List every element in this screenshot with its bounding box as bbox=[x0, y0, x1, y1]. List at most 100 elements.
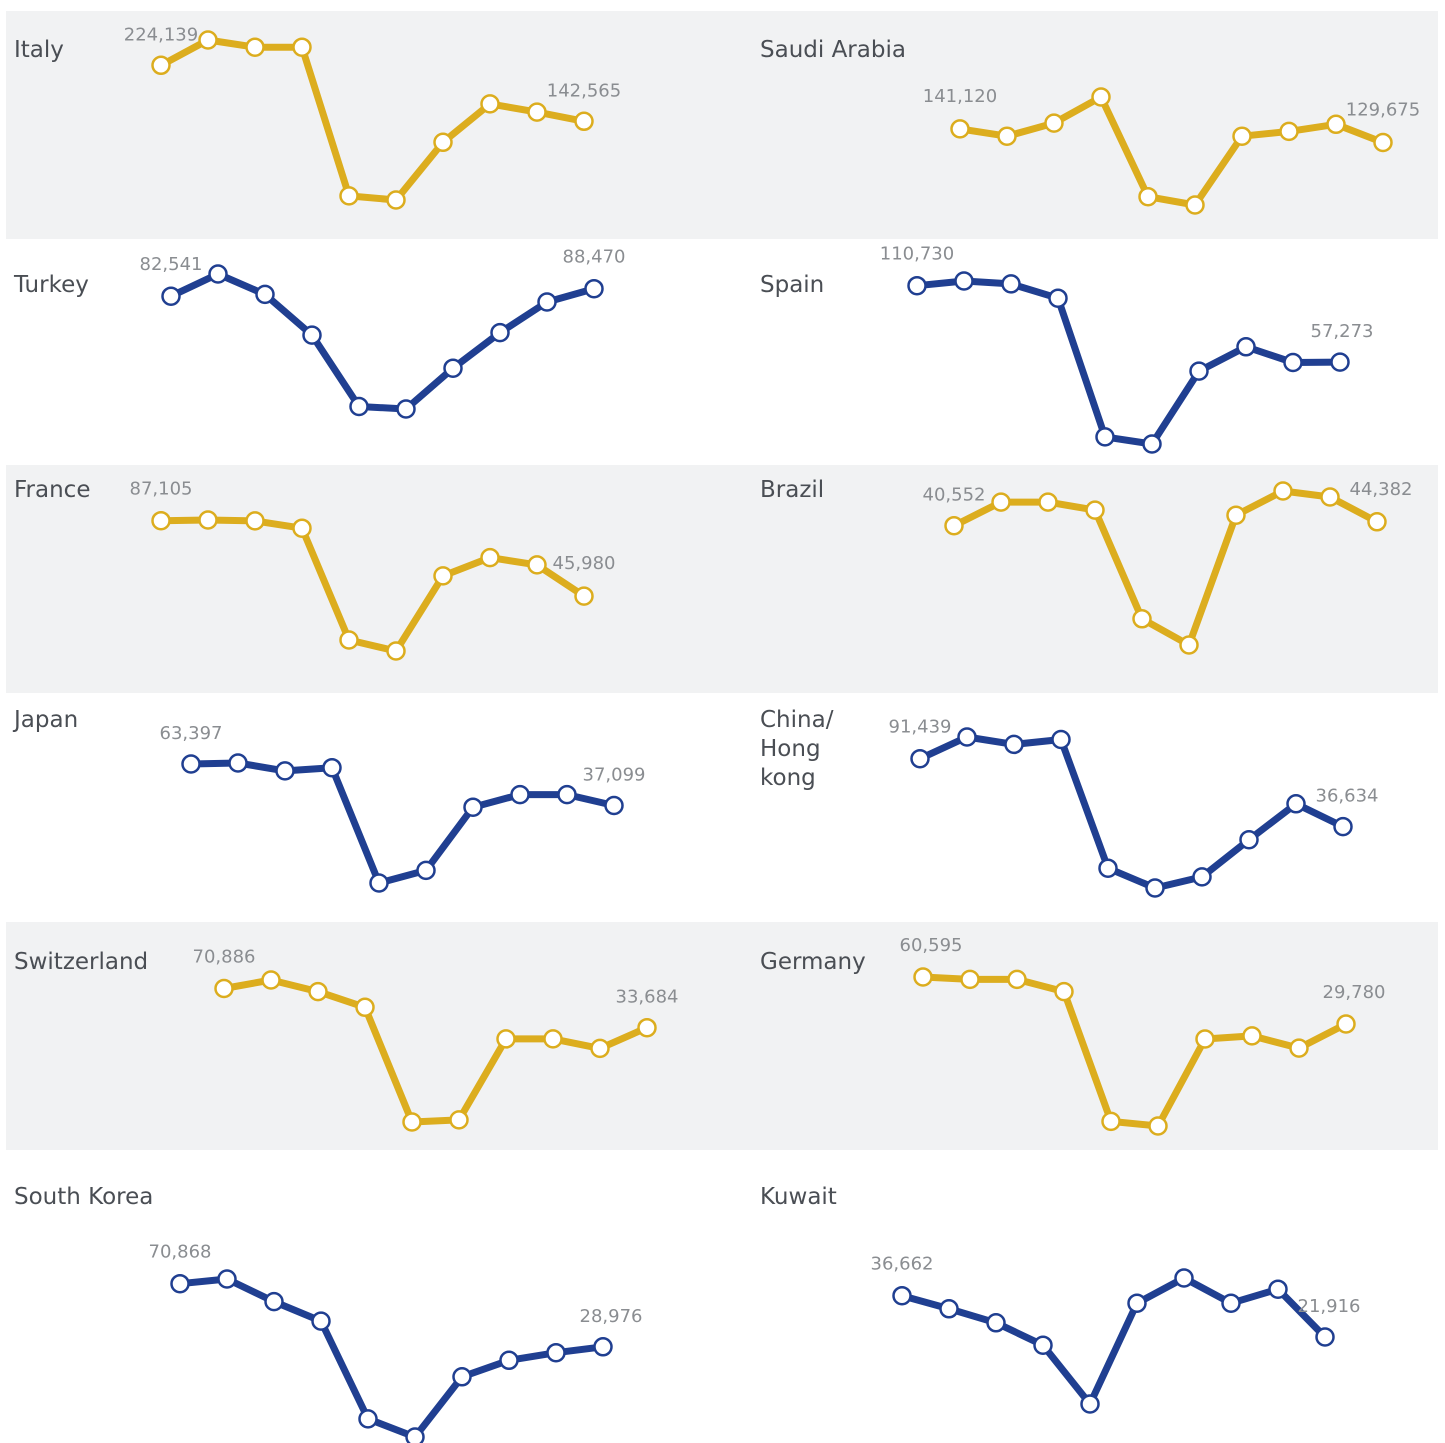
data-label-last-china-hong-kong: 36,634 bbox=[1316, 786, 1379, 807]
chart-title-saudi-arabia: Saudi Arabia bbox=[760, 37, 906, 63]
data-point-brazil-2 bbox=[991, 492, 1011, 512]
data-point-germany-7 bbox=[1195, 1029, 1215, 1049]
data-point-japan-6 bbox=[416, 860, 436, 881]
data-point-france-8 bbox=[480, 547, 500, 568]
chart-title-south-korea: South Korea bbox=[14, 1184, 154, 1210]
data-point-china-hong-kong-7 bbox=[1192, 867, 1212, 887]
data-point-brazil-5 bbox=[1132, 609, 1152, 629]
data-point-spain-9 bbox=[1283, 352, 1303, 373]
data-point-turkey-5 bbox=[349, 396, 369, 417]
series-line-china-hong-kong bbox=[918, 733, 1345, 892]
data-point-china-hong-kong-9 bbox=[1286, 794, 1306, 814]
data-point-saudi-arabia-3 bbox=[1044, 113, 1064, 133]
data-point-kuwait-2 bbox=[939, 1299, 959, 1319]
data-point-china-hong-kong-5 bbox=[1098, 858, 1118, 878]
data-point-italy-5 bbox=[339, 186, 359, 206]
data-point-switzerland-5 bbox=[402, 1112, 422, 1132]
data-point-kuwait-7 bbox=[1174, 1268, 1194, 1288]
data-point-japan-3 bbox=[275, 761, 295, 781]
data-label-last-brazil: 44,382 bbox=[1350, 479, 1413, 500]
data-point-south-korea-3 bbox=[264, 1291, 284, 1312]
data-point-germany-2 bbox=[960, 969, 980, 990]
data-point-italy-7 bbox=[433, 132, 453, 153]
data-point-japan-4 bbox=[322, 757, 342, 778]
data-point-saudi-arabia-9 bbox=[1326, 114, 1346, 135]
data-point-japan-5 bbox=[369, 873, 389, 893]
chart-china-hong-kong: 91,439 36,634 bbox=[889, 717, 1379, 898]
data-point-france-4 bbox=[292, 518, 312, 538]
data-point-saudi-arabia-6 bbox=[1185, 195, 1205, 215]
data-point-germany-9 bbox=[1289, 1038, 1309, 1058]
data-point-germany-4 bbox=[1054, 981, 1074, 1002]
data-point-brazil-10 bbox=[1367, 512, 1387, 532]
chart-france: 87,105 45,980 bbox=[130, 479, 616, 661]
data-label-first-brazil: 40,552 bbox=[923, 485, 986, 506]
data-point-kuwait-1 bbox=[892, 1285, 912, 1306]
chart-kuwait: 36,662 21,916 bbox=[871, 1254, 1361, 1414]
data-point-china-hong-kong-1 bbox=[910, 748, 930, 769]
chart-germany: 60,595 29,780 bbox=[900, 935, 1385, 1136]
series-line-brazil bbox=[952, 487, 1379, 649]
data-point-china-hong-kong-3 bbox=[1004, 734, 1024, 755]
data-point-south-korea-8 bbox=[499, 1350, 519, 1371]
chart-title-switzerland: Switzerland bbox=[14, 949, 149, 975]
data-point-italy-6 bbox=[386, 190, 406, 210]
chart-title-turkey: Turkey bbox=[14, 272, 89, 298]
data-point-kuwait-5 bbox=[1080, 1394, 1100, 1414]
data-label-last-saudi-arabia: 129,675 bbox=[1346, 100, 1420, 121]
chart-title-japan: Japan bbox=[14, 707, 79, 733]
data-point-south-korea-7 bbox=[452, 1367, 472, 1387]
data-point-germany-5 bbox=[1101, 1111, 1121, 1132]
data-point-italy-2 bbox=[198, 30, 218, 50]
data-point-switzerland-7 bbox=[496, 1029, 516, 1049]
panel-row-3 bbox=[6, 465, 1438, 693]
chart-title-italy: Italy bbox=[14, 37, 64, 63]
data-label-last-kuwait: 21,916 bbox=[1298, 1296, 1361, 1317]
data-point-switzerland-9 bbox=[590, 1038, 610, 1059]
data-label-first-spain: 110,730 bbox=[880, 244, 954, 265]
chart-japan: 63,397 37,099 bbox=[160, 723, 646, 893]
series-line-south-korea bbox=[179, 1275, 604, 1441]
data-point-turkey-2 bbox=[208, 264, 228, 284]
data-label-first-turkey: 82,541 bbox=[140, 254, 203, 275]
data-point-germany-6 bbox=[1148, 1116, 1168, 1136]
chart-title-germany: Germany bbox=[760, 949, 866, 975]
data-label-last-south-korea: 28,976 bbox=[580, 1306, 643, 1327]
chart-title-france: France bbox=[14, 477, 91, 503]
data-point-france-9 bbox=[527, 555, 547, 575]
data-point-turkey-3 bbox=[255, 284, 275, 305]
data-point-saudi-arabia-4 bbox=[1091, 87, 1111, 107]
data-point-brazil-6 bbox=[1179, 635, 1199, 655]
data-label-first-kuwait: 36,662 bbox=[871, 1254, 934, 1275]
chart-turkey: 82,541 88,470 bbox=[140, 247, 625, 419]
data-point-japan-7 bbox=[463, 797, 483, 817]
data-point-kuwait-3 bbox=[986, 1313, 1006, 1333]
data-point-turkey-9 bbox=[537, 292, 557, 312]
data-point-turkey-8 bbox=[490, 322, 510, 343]
data-label-first-japan: 63,397 bbox=[160, 723, 223, 744]
data-label-last-spain: 57,273 bbox=[1311, 321, 1374, 342]
data-point-turkey-6 bbox=[396, 399, 416, 419]
chart-title-spain: Spain bbox=[760, 272, 825, 298]
data-label-last-japan: 37,099 bbox=[583, 765, 646, 786]
data-point-south-korea-6 bbox=[405, 1427, 425, 1443]
data-point-italy-1 bbox=[151, 55, 171, 76]
chart-saudi-arabia: 141,120 129,675 bbox=[923, 86, 1420, 215]
series-line-turkey bbox=[169, 270, 595, 413]
data-point-kuwait-10 bbox=[1315, 1327, 1335, 1347]
data-point-china-hong-kong-4 bbox=[1051, 729, 1071, 750]
series-line-saudi-arabia bbox=[959, 93, 1385, 209]
data-point-japan-2 bbox=[228, 753, 248, 773]
data-label-last-france: 45,980 bbox=[553, 553, 616, 574]
data-point-spain-2 bbox=[954, 271, 974, 291]
data-point-turkey-1 bbox=[161, 286, 181, 306]
data-point-saudi-arabia-2 bbox=[997, 126, 1017, 146]
data-point-spain-4 bbox=[1048, 288, 1068, 308]
data-point-germany-10 bbox=[1336, 1014, 1356, 1034]
data-point-switzerland-8 bbox=[543, 1029, 563, 1049]
data-point-spain-8 bbox=[1236, 337, 1256, 357]
data-point-china-hong-kong-2 bbox=[957, 727, 977, 747]
data-point-south-korea-9 bbox=[546, 1342, 566, 1363]
data-point-saudi-arabia-8 bbox=[1279, 121, 1299, 142]
